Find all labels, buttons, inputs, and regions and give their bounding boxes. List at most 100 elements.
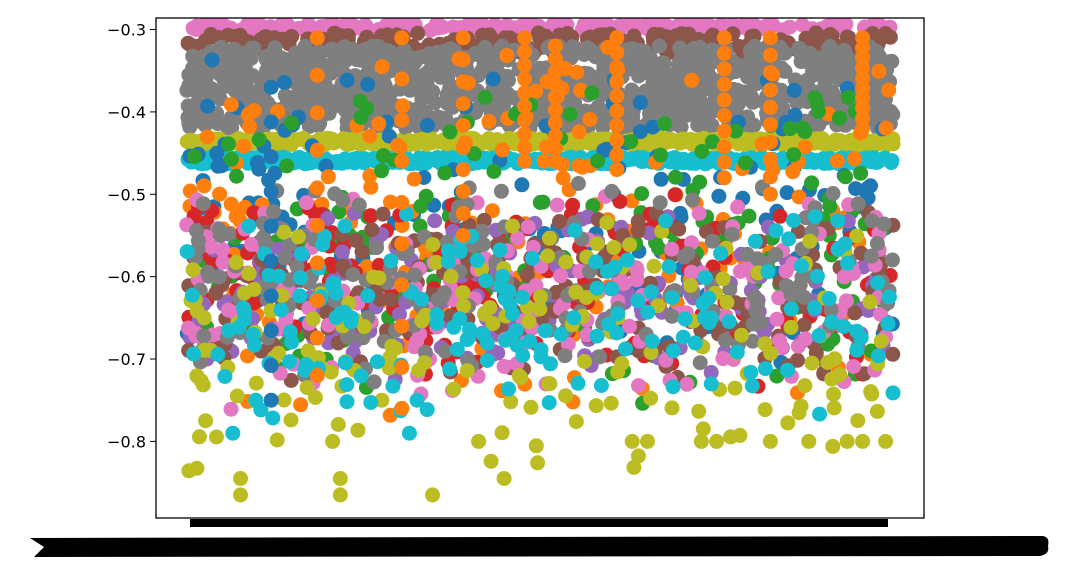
data-point	[332, 471, 348, 486]
data-point	[687, 155, 703, 171]
data-point	[826, 400, 842, 416]
data-point	[693, 433, 709, 449]
data-point	[878, 433, 894, 449]
data-point	[246, 205, 262, 221]
data-point	[517, 44, 533, 59]
data-point	[363, 208, 379, 224]
data-point	[768, 223, 784, 239]
data-point	[179, 134, 195, 150]
data-point	[455, 140, 471, 156]
data-point	[263, 253, 279, 269]
data-point	[716, 154, 732, 170]
data-point	[274, 288, 290, 304]
data-point	[479, 335, 495, 351]
data-point	[826, 386, 841, 402]
data-point	[612, 194, 628, 209]
data-point	[716, 76, 732, 92]
data-point	[263, 114, 279, 130]
y-tick-label: −0.7	[107, 350, 146, 369]
data-point	[392, 306, 407, 322]
data-point	[375, 206, 391, 222]
data-point	[504, 306, 520, 322]
data-point	[246, 281, 262, 297]
data-point	[513, 18, 529, 34]
data-point	[762, 82, 778, 98]
data-point	[869, 236, 885, 251]
data-point	[882, 29, 898, 45]
data-point	[196, 328, 212, 344]
data-point	[323, 364, 339, 380]
data-point	[339, 377, 355, 393]
data-point	[201, 268, 217, 284]
data-point	[629, 262, 645, 278]
data-point	[246, 337, 262, 353]
data-point	[687, 335, 703, 351]
data-point	[478, 273, 494, 289]
data-point	[829, 153, 845, 169]
vertical-streak-7	[716, 30, 732, 186]
data-point	[664, 290, 680, 306]
series-band-overlay-3	[179, 130, 901, 153]
data-point	[537, 323, 553, 339]
data-point	[547, 64, 563, 80]
data-point	[562, 106, 578, 122]
data-point	[849, 228, 865, 244]
data-point	[747, 233, 763, 249]
data-point	[406, 171, 422, 187]
data-point	[233, 487, 248, 503]
data-point	[553, 268, 568, 284]
data-point	[244, 40, 260, 56]
data-point	[846, 359, 862, 374]
data-point	[215, 254, 231, 270]
y-tick-label: −0.4	[107, 103, 146, 122]
data-point	[383, 253, 399, 269]
data-point	[374, 163, 389, 179]
data-point	[353, 368, 369, 384]
data-point	[371, 270, 387, 286]
data-point	[626, 459, 642, 475]
data-point	[216, 56, 232, 72]
data-point	[515, 348, 531, 363]
data-point	[768, 247, 784, 263]
data-point	[691, 205, 707, 221]
data-point	[570, 137, 586, 153]
data-point	[802, 233, 818, 249]
data-point	[418, 307, 434, 323]
data-point	[394, 195, 410, 210]
data-point	[269, 432, 285, 448]
data-point	[881, 289, 897, 305]
data-point	[593, 378, 609, 393]
data-point	[228, 255, 244, 270]
data-point	[821, 291, 837, 307]
data-point	[385, 378, 401, 394]
data-point	[399, 206, 414, 222]
data-point	[750, 296, 765, 312]
data-point	[824, 371, 840, 387]
data-point	[315, 237, 331, 253]
data-point	[645, 119, 661, 135]
data-point	[571, 124, 587, 140]
data-point	[519, 267, 535, 283]
data-point	[672, 205, 688, 221]
data-point	[210, 158, 226, 174]
data-point	[422, 62, 438, 78]
data-point	[694, 144, 710, 159]
data-point	[738, 155, 753, 171]
data-point	[762, 30, 778, 46]
data-point	[360, 288, 376, 304]
data-point	[222, 75, 238, 91]
data-point	[181, 463, 197, 479]
data-point	[311, 44, 326, 60]
data-point	[229, 388, 245, 404]
data-point	[394, 359, 410, 375]
data-point	[284, 115, 299, 131]
data-point	[355, 330, 371, 346]
data-point	[510, 230, 525, 246]
data-point	[703, 376, 719, 392]
data-point	[495, 83, 511, 98]
data-point	[640, 304, 656, 320]
data-point	[365, 38, 380, 54]
data-point	[221, 226, 237, 242]
data-point	[266, 204, 281, 220]
data-point	[339, 72, 355, 88]
